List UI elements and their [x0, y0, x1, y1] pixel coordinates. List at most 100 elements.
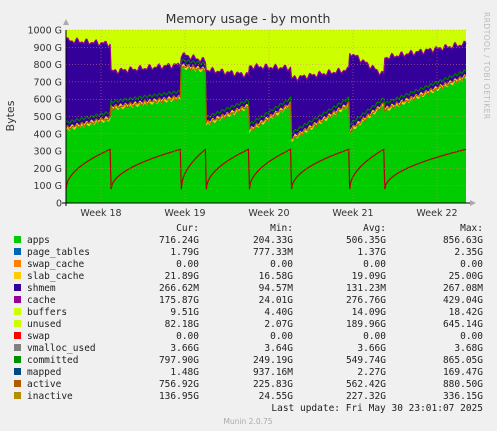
legend-value-max: 0.00	[460, 331, 483, 342]
legend-label: swap_cache	[27, 259, 84, 270]
legend-value-max: 2.35G	[454, 247, 483, 258]
legend-value-max: 429.04G	[443, 295, 483, 306]
legend-label: buffers	[27, 307, 67, 318]
y-tick-label: 900 G	[33, 43, 62, 54]
legend-value-cur: 1.48G	[170, 367, 199, 378]
legend-value-min: 204.33G	[253, 235, 293, 246]
legend-label: mapped	[27, 367, 61, 378]
legend-value-min: 24.01G	[259, 295, 294, 306]
x-axis-arrow	[470, 200, 476, 206]
legend-swatch	[14, 368, 21, 375]
y-tick-label: 1000 G	[27, 26, 62, 37]
legend-value-min: 24.55G	[259, 391, 294, 402]
legend-value-avg: 227.32G	[346, 391, 386, 402]
legend-value-max: 18.42G	[449, 307, 484, 318]
legend-value-min: 937.16M	[253, 367, 293, 378]
y-tick-label: 500 G	[33, 112, 62, 123]
legend-label: cache	[27, 295, 56, 306]
legend-label: page_tables	[27, 247, 90, 258]
legend-label: unused	[27, 319, 61, 330]
legend-value-avg: 562.42G	[346, 379, 386, 390]
line-committed	[65, 58, 467, 135]
legend-value-avg: 506.35G	[346, 235, 386, 246]
legend-value-cur: 1.79G	[170, 247, 199, 258]
y-tick-label: 400 G	[33, 129, 62, 140]
legend-value-cur: 716.24G	[159, 235, 199, 246]
area-apps	[66, 67, 466, 203]
y-tick-label: 100 G	[33, 181, 62, 192]
rrdtool-credit: RRDTOOL / TOBI OETIKER	[482, 12, 491, 120]
legend-swatch	[14, 308, 21, 315]
legend-value-cur: 0.00	[176, 259, 199, 270]
legend-label: apps	[27, 235, 50, 246]
legend-value-avg: 549.74G	[346, 355, 386, 366]
legend-value-min: 0.00	[270, 331, 293, 342]
legend-value-avg: 189.96G	[346, 319, 386, 330]
legend-value-min: 16.58G	[259, 271, 294, 282]
y-tick-label: 300 G	[33, 147, 62, 158]
line-series	[65, 58, 467, 190]
grid-lines	[66, 29, 466, 203]
last-update: Last update: Fri May 30 23:01:07 2025	[271, 403, 483, 414]
y-tick-label: 0	[56, 199, 62, 210]
legend: Cur: Min: Avg: Max: apps 716.24G 204.33G 506.35…	[14, 223, 483, 402]
legend-value-avg: 0.00	[363, 331, 386, 342]
line-cache-top	[65, 37, 467, 82]
legend-value-cur: 9.51G	[170, 307, 199, 318]
legend-swatch	[14, 332, 21, 339]
legend-label: vmalloc_used	[27, 343, 96, 354]
y-axis-label: Bytes	[4, 100, 17, 131]
x-tick-label: Week 22	[416, 208, 457, 219]
legend-value-max: 0.00	[460, 259, 483, 270]
legend-value-max: 336.15G	[443, 391, 483, 402]
legend-value-avg: 0.00	[363, 259, 386, 270]
legend-value-cur: 756.92G	[159, 379, 199, 390]
legend-value-avg: 3.66G	[357, 343, 386, 354]
x-tick-label: Week 19	[164, 208, 205, 219]
legend-value-max: 169.47G	[443, 367, 483, 378]
area-unused	[66, 30, 466, 81]
legend-label: active	[27, 379, 62, 390]
legend-value-min: 94.57M	[259, 283, 294, 294]
legend-swatch	[14, 296, 21, 303]
x-tick-label: Week 21	[332, 208, 373, 219]
legend-value-avg: 1.37G	[357, 247, 386, 258]
line-inactive	[65, 148, 467, 190]
legend-value-max: 645.14G	[443, 319, 483, 330]
legend-header: Min:	[270, 223, 293, 234]
legend-value-avg: 14.09G	[352, 307, 387, 318]
legend-value-min: 249.19G	[253, 355, 293, 366]
legend-value-min: 0.00	[270, 259, 293, 270]
legend-swatch	[14, 236, 21, 243]
legend-header: Cur:	[176, 223, 199, 234]
legend-value-avg: 131.23M	[346, 283, 386, 294]
y-axis-ticks: 0 100 G 200 G 300 G 400 G 500 G 600 G 700 G 800 …	[27, 26, 62, 210]
legend-value-max: 25.00G	[449, 271, 484, 282]
legend-value-cur: 0.00	[176, 331, 199, 342]
line-active	[65, 64, 467, 140]
legend-swatch	[14, 320, 21, 327]
legend-value-cur: 136.95G	[159, 391, 199, 402]
legend-value-avg: 2.27G	[357, 367, 386, 378]
legend-value-cur: 266.62M	[159, 283, 199, 294]
y-tick-label: 700 G	[33, 77, 62, 88]
legend-swatch	[14, 248, 21, 255]
legend-value-avg: 19.09G	[352, 271, 387, 282]
legend-value-min: 3.64G	[264, 343, 293, 354]
y-axis-arrow	[63, 19, 69, 25]
legend-swatch	[14, 380, 21, 387]
x-tick-label: Week 18	[80, 208, 121, 219]
legend-value-min: 225.83G	[253, 379, 293, 390]
legend-value-cur: 797.90G	[159, 355, 199, 366]
legend-swatch	[14, 356, 21, 363]
legend-swatch	[14, 344, 21, 351]
legend-value-max: 856.63G	[443, 235, 483, 246]
legend-swatch	[14, 272, 21, 279]
legend-swatch	[14, 260, 21, 267]
legend-swatch	[14, 392, 21, 399]
legend-value-cur: 3.66G	[170, 343, 199, 354]
legend-value-min: 777.33M	[253, 247, 293, 258]
legend-value-max: 267.08M	[443, 283, 483, 294]
legend-value-max: 880.50G	[443, 379, 483, 390]
